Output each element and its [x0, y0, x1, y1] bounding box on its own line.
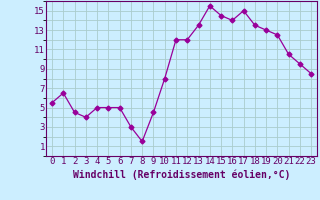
X-axis label: Windchill (Refroidissement éolien,°C): Windchill (Refroidissement éolien,°C) [73, 169, 290, 180]
